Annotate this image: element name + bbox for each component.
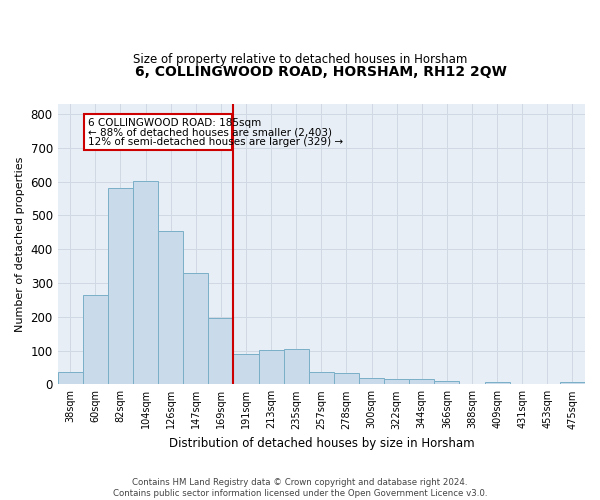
Bar [259,350,284,384]
Bar [183,274,208,384]
Bar [133,181,158,384]
Bar [485,382,509,384]
Bar [334,374,359,384]
Bar [284,349,309,384]
Bar [208,318,233,384]
Y-axis label: Number of detached properties: Number of detached properties [15,156,25,332]
Text: Size of property relative to detached houses in Horsham: Size of property relative to detached ho… [133,52,467,66]
Bar [409,379,434,384]
Bar [384,378,409,384]
Bar [434,380,460,384]
Bar [158,230,183,384]
Text: Contains HM Land Registry data © Crown copyright and database right 2024.
Contai: Contains HM Land Registry data © Crown c… [113,478,487,498]
Text: 6 COLLINGWOOD ROAD: 185sqm: 6 COLLINGWOOD ROAD: 185sqm [88,118,261,128]
X-axis label: Distribution of detached houses by size in Horsham: Distribution of detached houses by size … [169,437,474,450]
Bar [560,382,585,384]
Title: 6, COLLINGWOOD ROAD, HORSHAM, RH12 2QW: 6, COLLINGWOOD ROAD, HORSHAM, RH12 2QW [136,65,507,79]
Bar [108,188,133,384]
Bar [58,372,83,384]
Bar [359,378,384,384]
Text: 12% of semi-detached houses are larger (329) →: 12% of semi-detached houses are larger (… [88,136,343,146]
FancyBboxPatch shape [84,114,232,150]
Bar [233,354,259,384]
Bar [83,296,108,384]
Text: ← 88% of detached houses are smaller (2,403): ← 88% of detached houses are smaller (2,… [88,128,332,138]
Bar [309,372,334,384]
